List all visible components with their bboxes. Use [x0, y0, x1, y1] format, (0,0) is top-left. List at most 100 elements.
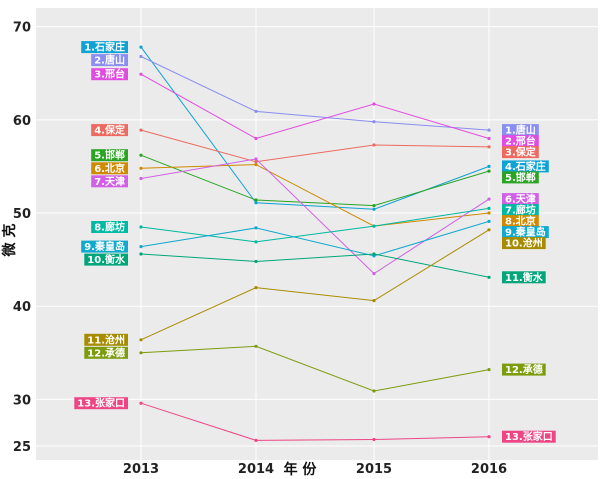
y-tick-label: 30 — [13, 393, 31, 408]
series-label: 4.石家庄 — [502, 160, 549, 173]
data-point — [487, 435, 491, 439]
series-label: 6.北京 — [91, 162, 128, 175]
series-label-box — [91, 54, 128, 67]
x-tick-label: 2013 — [123, 462, 159, 477]
data-point — [487, 164, 491, 168]
series-label-text: 10.沧州 — [505, 237, 543, 250]
data-point — [139, 45, 143, 49]
data-point — [487, 136, 491, 141]
data-point — [139, 225, 143, 229]
series-label: 10.沧州 — [502, 237, 546, 250]
series-label: 3.保定 — [502, 146, 539, 159]
series-label-box — [91, 162, 128, 175]
data-point — [254, 286, 258, 290]
series-label: 13.张家口 — [74, 397, 128, 410]
series-label-box — [502, 226, 549, 239]
data-point — [139, 351, 143, 355]
series-label-text: 12.承德 — [505, 363, 543, 376]
series-label: 8.廊坊 — [91, 221, 128, 234]
y-tick-label: 50 — [13, 207, 31, 222]
data-point — [487, 211, 491, 215]
y-axis-ticks: 25 30 40 50 60 70 — [13, 21, 31, 455]
series-label-text: 3.保定 — [505, 146, 536, 159]
series-label-box — [502, 146, 539, 159]
series-line — [140, 129, 490, 163]
series-label-box — [502, 237, 546, 250]
series-label-box — [91, 221, 128, 233]
data-point — [139, 401, 143, 405]
data-point — [254, 163, 258, 167]
data-point — [139, 128, 143, 132]
series-label: 6.天津 — [502, 193, 539, 206]
series-line — [140, 73, 490, 140]
data-point — [254, 240, 258, 244]
series-label-box — [502, 160, 549, 173]
series-label-box — [91, 68, 128, 81]
data-point — [139, 153, 143, 157]
series-label-text: 8.北京 — [505, 215, 536, 228]
series-label-text: 2.邢台 — [505, 135, 536, 148]
data-point — [487, 275, 491, 279]
series-label: 12.承德 — [502, 363, 546, 376]
y-tick-label: 25 — [13, 440, 31, 455]
series-label-box — [91, 149, 128, 162]
series-label: 3.邢台 — [91, 68, 128, 81]
series-label-box — [502, 204, 539, 217]
series-label: 9.秦皇岛 — [81, 240, 128, 253]
series-label-box — [84, 253, 128, 266]
data-point — [372, 252, 376, 256]
data-point — [487, 128, 491, 132]
series-label-text: 11.沧州 — [87, 333, 125, 346]
series-label: 10.衡水 — [84, 253, 128, 266]
series-label-text: 13.张家口 — [77, 397, 125, 410]
series-label-text: 13.张家口 — [505, 430, 553, 443]
data-point — [254, 198, 258, 202]
series-lines — [139, 45, 491, 442]
series-label-box — [502, 135, 539, 148]
series-label-text: 8.廊坊 — [94, 221, 125, 234]
series-label-text: 10.衡水 — [87, 253, 126, 266]
data-point — [372, 207, 376, 211]
series-label-box — [502, 430, 556, 443]
series-label-text: 5.邯郸 — [94, 149, 125, 162]
x-tick-label: 2014 — [238, 462, 274, 477]
y-tick-label: 70 — [13, 21, 31, 36]
data-point — [372, 299, 376, 303]
series-label: 1.唐山 — [502, 124, 539, 137]
series-label: 13.张家口 — [502, 430, 556, 443]
series-label-text: 9.秦皇岛 — [84, 240, 125, 253]
series-label-box — [502, 124, 539, 137]
series-label-text: 9.秦皇岛 — [505, 226, 546, 239]
series-label-box — [91, 124, 128, 137]
series-label: 7.廊坊 — [502, 204, 539, 217]
series-label-text: 7.廊坊 — [505, 204, 536, 217]
series-labels: 1.石家庄2.唐山3.邢台4.保定5.邯郸6.北京7.天津8.廊坊9.秦皇岛10… — [74, 41, 556, 443]
series-label-text: 4.保定 — [94, 124, 125, 137]
data-point — [254, 201, 258, 205]
series-label-text: 6.北京 — [94, 162, 125, 175]
series-line — [140, 229, 490, 341]
data-point — [372, 389, 376, 393]
series-label-text: 1.唐山 — [505, 124, 536, 137]
series-label-text: 5.邯郸 — [505, 171, 536, 184]
series-label-box — [81, 41, 128, 54]
x-tick-label: 2016 — [471, 462, 507, 477]
data-point — [139, 245, 143, 249]
data-point — [139, 338, 143, 342]
series-label: 1.石家庄 — [81, 41, 128, 54]
data-point — [139, 54, 143, 59]
series-label: 8.北京 — [502, 215, 539, 228]
series-label: 12.承德 — [84, 346, 128, 359]
data-point — [254, 160, 258, 164]
series-label: 4.保定 — [91, 124, 128, 137]
series-label: 5.邯郸 — [91, 149, 128, 162]
data-point — [372, 224, 376, 228]
data-point — [487, 169, 491, 173]
series-label-box — [502, 193, 539, 206]
x-axis-title: 年 份 — [284, 461, 318, 478]
series-label-text: 11.衡水 — [505, 271, 544, 284]
series-line — [140, 220, 490, 257]
data-point — [139, 176, 143, 181]
data-point — [372, 102, 376, 106]
series-label-box — [84, 346, 128, 359]
